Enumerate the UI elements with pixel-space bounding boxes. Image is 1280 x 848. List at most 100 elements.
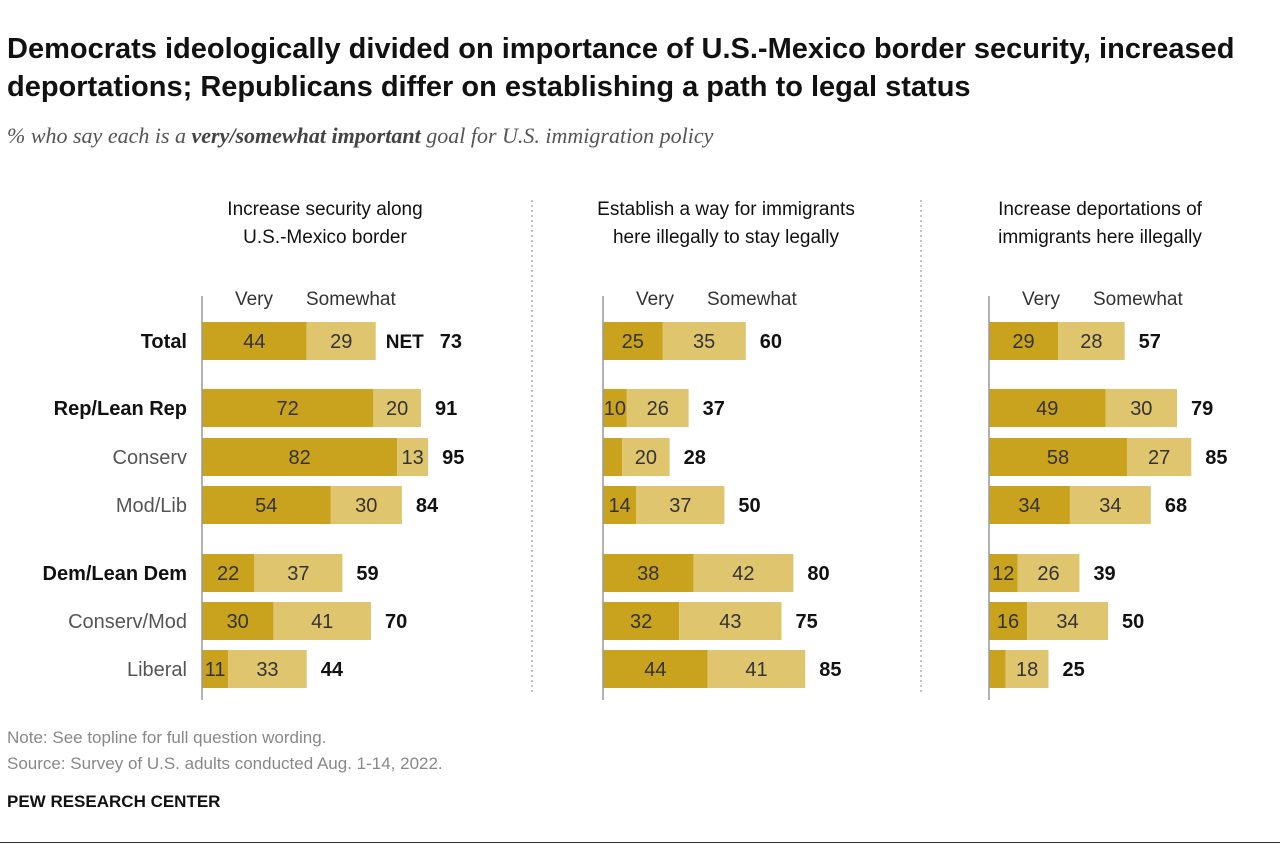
bar-somewhat	[228, 650, 307, 688]
bar-somewhat	[306, 322, 376, 360]
bar-very	[989, 650, 1006, 688]
category-label: Liberal	[127, 659, 187, 681]
bar-somewhat	[1027, 602, 1108, 640]
bar-very	[603, 650, 708, 688]
bar-very	[202, 602, 274, 640]
legend-very: Very	[1022, 289, 1061, 310]
value-label-very: 14	[609, 495, 631, 517]
bar-very	[989, 389, 1106, 427]
subtitle-text: % who say each is a	[7, 123, 192, 148]
panel-title: U.S.-Mexico border	[243, 227, 407, 248]
value-label-somewhat: 28	[1080, 331, 1102, 353]
source: Source: Survey of U.S. adults conducted …	[7, 754, 443, 773]
legend-somewhat: Somewhat	[306, 289, 396, 310]
bar-somewhat	[273, 602, 371, 640]
value-label-somewhat: 27	[1148, 447, 1170, 469]
value-label-somewhat: 37	[287, 563, 309, 585]
bar-somewhat	[330, 486, 402, 524]
net-value: 57	[1139, 331, 1161, 353]
bar-somewhat	[622, 438, 670, 476]
bar-very	[989, 438, 1128, 476]
value-label-somewhat: 35	[693, 331, 715, 353]
value-label-somewhat: 30	[1130, 398, 1152, 420]
net-value: 95	[442, 447, 464, 469]
net-value: 73	[440, 331, 462, 353]
net-value: 28	[684, 447, 706, 469]
bar-very	[202, 322, 307, 360]
value-label-very: 54	[255, 495, 277, 517]
bar-somewhat	[373, 389, 421, 427]
bar-very	[989, 602, 1028, 640]
bar-very	[603, 322, 663, 360]
net-value: 75	[796, 611, 818, 633]
subtitle-emphasis: very/somewhat important	[191, 123, 421, 148]
bar-very	[603, 389, 627, 427]
bar-very	[202, 650, 229, 688]
value-label-very: 11	[205, 659, 226, 681]
bar-somewhat	[1005, 650, 1049, 688]
value-label-somewhat: 29	[330, 331, 352, 353]
value-label-somewhat: 33	[256, 659, 278, 681]
value-label-very: 29	[1012, 331, 1034, 353]
value-label-very: 72	[277, 398, 299, 420]
value-label-somewhat: 43	[719, 611, 741, 633]
net-value: 37	[703, 398, 725, 420]
bar-very	[603, 438, 623, 476]
bar-somewhat	[1017, 554, 1080, 592]
net-value: 85	[819, 659, 841, 681]
value-label-somewhat: 41	[311, 611, 333, 633]
net-value: 85	[1205, 447, 1227, 469]
bar-very	[989, 554, 1018, 592]
panel-title: immigrants here illegally	[998, 227, 1202, 248]
net-value: 50	[1122, 611, 1144, 633]
value-label-very: 30	[227, 611, 249, 633]
value-label-very: 82	[288, 447, 310, 469]
bar-somewhat	[626, 389, 689, 427]
brand-logo: PEW RESEARCH CENTER	[7, 792, 221, 811]
bar-somewhat	[1058, 322, 1125, 360]
value-label-very: 32	[630, 611, 652, 633]
note: Note: See topline for full question word…	[7, 728, 327, 747]
subtitle-text-end: goal for U.S. immigration policy	[420, 123, 714, 148]
panel-title: Establish a way for immigrants	[597, 199, 855, 220]
bar-somewhat	[1069, 486, 1151, 524]
value-label-somewhat: 34	[1099, 495, 1121, 517]
net-value: 68	[1165, 495, 1187, 517]
bar-very	[202, 486, 331, 524]
value-label-somewhat: 30	[355, 495, 377, 517]
net-value: 44	[321, 659, 344, 681]
value-label-somewhat: 20	[386, 398, 408, 420]
legend-somewhat: Somewhat	[707, 289, 797, 310]
value-label-very: 25	[622, 331, 644, 353]
value-label-somewhat: 34	[1056, 611, 1078, 633]
category-label: Mod/Lib	[116, 495, 187, 517]
net-value: 59	[356, 563, 378, 585]
bar-somewhat	[662, 322, 746, 360]
bottom-rule	[0, 842, 1280, 843]
net-prefix: NET	[386, 332, 424, 353]
bar-somewhat	[636, 486, 725, 524]
bar-somewhat	[679, 602, 782, 640]
bar-very	[202, 554, 255, 592]
value-label-very: 16	[997, 611, 1019, 633]
net-value: 91	[435, 398, 457, 420]
net-value: 50	[738, 495, 760, 517]
panel-title: here illegally to stay legally	[613, 227, 840, 248]
bar-somewhat	[1127, 438, 1192, 476]
value-label-somewhat: 26	[1037, 563, 1059, 585]
value-label-somewhat: 42	[732, 563, 754, 585]
net-value: 60	[760, 331, 782, 353]
value-label-very: 34	[1018, 495, 1040, 517]
bar-very	[202, 389, 374, 427]
category-label: Dem/Lean Dem	[43, 563, 188, 585]
value-label-very: 22	[217, 563, 239, 585]
bar-somewhat	[397, 438, 429, 476]
value-label-very: 44	[243, 331, 265, 353]
chart-title: Democrats ideologically divided on impor…	[7, 33, 1235, 103]
value-label-very: 49	[1036, 398, 1058, 420]
value-label-somewhat: 20	[635, 447, 657, 469]
bar-very	[989, 322, 1059, 360]
legend-somewhat: Somewhat	[1093, 289, 1183, 310]
